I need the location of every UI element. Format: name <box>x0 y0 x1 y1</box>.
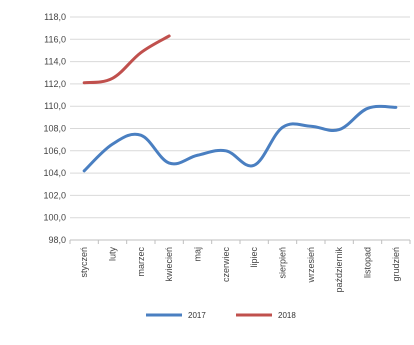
x-tick-label: czerwiec <box>221 247 231 283</box>
legend: 2017 2018 <box>146 311 296 320</box>
y-tick-label: 102,0 <box>43 190 66 200</box>
x-tick-label: grudzień <box>391 247 401 282</box>
y-tick-label: 98,0 <box>48 235 66 245</box>
x-tick-label: marzec <box>136 247 146 277</box>
x-tick-label: styczeń <box>79 247 89 278</box>
legend-label-2018: 2018 <box>278 311 296 320</box>
series-line-2018 <box>82 34 171 85</box>
x-tick-label: maj <box>193 247 203 262</box>
y-tick-label: 118,0 <box>44 12 66 22</box>
y-tick-label: 114,0 <box>44 57 66 67</box>
x-tick-label: sierpień <box>278 247 288 279</box>
x-tick-label: październik <box>334 247 344 293</box>
y-tick-label: 112,0 <box>44 79 66 89</box>
x-tick-label: kwiecień <box>164 247 174 282</box>
y-axis: 98,0 100,0 102,0 104,0 106,0 108,0 110,0 112,0 1… <box>43 12 66 245</box>
x-tick-label: luty <box>108 247 118 262</box>
legend-label-2017: 2017 <box>188 311 206 320</box>
series-lines <box>82 34 398 173</box>
x-axis: styczeń luty marzec kwiecień maj czerwiec lipi… <box>69 239 411 293</box>
y-tick-label: 106,0 <box>43 146 66 156</box>
x-tick-label: listopad <box>363 247 373 278</box>
y-tick-label: 116,0 <box>44 34 66 44</box>
y-tick-label: 100,0 <box>43 213 66 223</box>
grid-lines <box>70 16 410 241</box>
y-tick-label: 104,0 <box>43 168 66 178</box>
series-line-2017 <box>82 104 398 173</box>
x-tick-label: lipiec <box>249 247 259 268</box>
y-tick-label: 108,0 <box>43 124 66 134</box>
y-tick-label: 110,0 <box>44 101 66 111</box>
x-tick-label: wrzesień <box>306 247 316 284</box>
